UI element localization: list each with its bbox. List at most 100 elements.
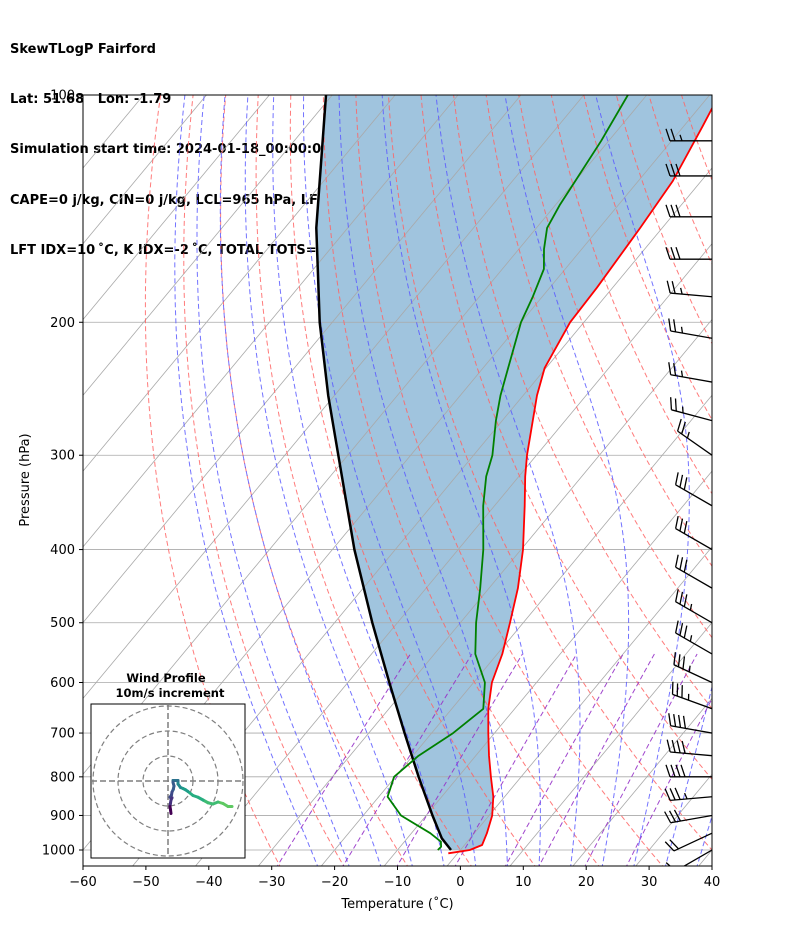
y-tick-label: 300 (50, 449, 75, 464)
barb-half-feather (680, 287, 683, 295)
barb-feather (679, 518, 684, 532)
barb-feather (675, 764, 681, 778)
moist-adiabat (728, 95, 794, 869)
barb-feather (673, 319, 677, 332)
barb-staff (670, 374, 712, 383)
x-tick-label: −20 (321, 875, 348, 890)
barb-feather (666, 739, 671, 753)
barb-half-feather (679, 134, 683, 142)
parcel-profile-line (315, 95, 452, 851)
dry-adiabat (220, 95, 409, 866)
barb-feather (676, 418, 682, 432)
barb-staff (670, 725, 712, 734)
barb-feather (669, 788, 676, 801)
barb-feather (674, 554, 679, 568)
barb-feather (665, 764, 671, 778)
isotherm-line (749, 60, 794, 881)
wind-barb (668, 713, 712, 734)
barb-half-feather (689, 635, 693, 642)
barb-feather (677, 714, 682, 728)
barb-half-feather (689, 603, 693, 611)
barb-feather (681, 740, 686, 754)
barb-half-feather (683, 792, 688, 800)
isotherm-line (83, 95, 585, 700)
barb-feather (675, 204, 681, 218)
mixing-ratio-line (504, 653, 624, 866)
barb-feather (683, 521, 688, 534)
wind-barb (671, 681, 712, 710)
barb-feather (680, 764, 686, 778)
hodograph-plot (91, 704, 245, 858)
barb-feather (675, 163, 681, 177)
dry-adiabat (289, 95, 536, 866)
barb-feather (665, 128, 671, 142)
barb-feather (679, 474, 684, 488)
x-tick-label: −10 (384, 875, 411, 890)
moist-adiabat (338, 95, 508, 866)
moist-adiabat (196, 95, 350, 866)
isotherm-line (383, 470, 712, 866)
barb-feather (664, 841, 675, 852)
barb-half-feather (680, 370, 684, 377)
wind-barb (674, 516, 712, 551)
barb-staff (675, 527, 712, 551)
isotherm-line (195, 243, 712, 866)
barb-feather (677, 654, 681, 667)
dewpoint-profile-line (386, 95, 629, 851)
barb-feather (670, 764, 676, 778)
dry-adiabat (183, 95, 345, 866)
barb-feather (668, 318, 672, 332)
barb-feather (674, 787, 681, 800)
barb-half-feather (686, 431, 690, 439)
dry-adiabat (420, 95, 712, 781)
wind-barb (664, 787, 712, 802)
barb-feather (670, 128, 676, 142)
wind-barb (665, 764, 712, 778)
wind-barb (665, 163, 712, 177)
barb-feather (665, 862, 671, 866)
barb-feather (673, 363, 677, 376)
barb-feather (674, 398, 677, 412)
wind-barb (664, 832, 712, 852)
barb-feather (670, 204, 676, 218)
dry-adiabat (680, 95, 712, 182)
isotherm-line (83, 95, 270, 321)
dry-adiabat (648, 95, 712, 266)
hodograph-trace-segment (169, 808, 173, 815)
wind-barb (674, 589, 712, 624)
barb-feather (665, 246, 671, 260)
barb-feather (683, 625, 688, 639)
barb-staff (682, 849, 712, 866)
wind-barb (665, 204, 712, 218)
barb-staff (675, 484, 712, 507)
barb-feather (682, 656, 686, 670)
barb-staff (672, 693, 712, 710)
y-tick-label: 200 (50, 316, 75, 331)
y-tick-label: 600 (50, 676, 75, 691)
x-tick-label: −40 (195, 875, 222, 890)
axes: −60 −50 −40 −30 −20 −10 0 10 20 30 40 1000 900 800 700… (42, 89, 720, 891)
mixing-ratio-line (396, 653, 523, 866)
y-tick-label: 500 (50, 616, 75, 631)
parcel-temperature-fill (316, 95, 712, 850)
wind-barb (665, 128, 712, 142)
mixing-ratio-line (626, 697, 712, 866)
barb-feather (671, 739, 676, 753)
barb-staff (675, 601, 712, 624)
wind-barb (666, 280, 712, 298)
isotherm-line (83, 95, 207, 245)
x-tick-label: −60 (69, 875, 96, 890)
y-tick-label: 800 (50, 770, 75, 785)
isotherm-line (509, 622, 712, 866)
barb-feather (679, 622, 684, 636)
barb-staff (670, 292, 712, 298)
barb-feather (670, 163, 676, 177)
barb-feather (668, 713, 672, 726)
x-tick-label: 30 (641, 875, 658, 890)
dry-adiabat (355, 95, 664, 866)
y-tick-label: 1000 (42, 844, 75, 859)
x-tick-label: 10 (515, 875, 532, 890)
dry-adiabat (144, 95, 281, 866)
hodograph-inset (90, 703, 246, 859)
